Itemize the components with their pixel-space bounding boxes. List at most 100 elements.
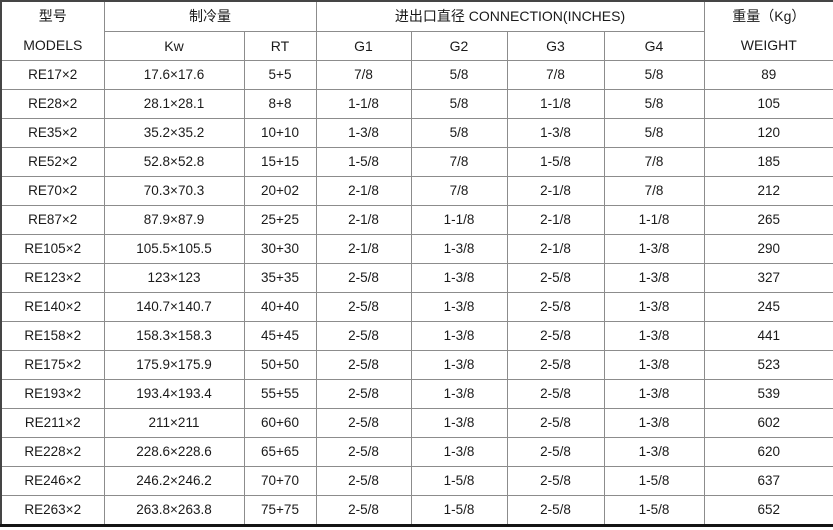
header-connection: 进出口直径 CONNECTION(INCHES) xyxy=(315,0,705,32)
cell-weight: 212 xyxy=(703,176,833,206)
cell-g3: 2-5/8 xyxy=(506,379,605,409)
cell-rt: 65+65 xyxy=(243,437,317,467)
header-weight-cn: 重量（Kg） xyxy=(732,8,806,24)
cell-g1: 2-5/8 xyxy=(315,437,412,467)
cell-g2: 1-5/8 xyxy=(410,495,508,526)
cell-model: RE211×2 xyxy=(0,408,105,438)
cell-model: RE70×2 xyxy=(0,176,105,206)
cell-rt: 8+8 xyxy=(243,89,317,119)
header-g2: G2 xyxy=(410,30,508,61)
cell-g4: 5/8 xyxy=(603,60,705,90)
cell-rt: 50+50 xyxy=(243,350,317,380)
cell-g3: 1-3/8 xyxy=(506,118,605,148)
table-row: RE175×2 175.9×175.9 50+50 2-5/8 1-3/8 2-5/8 1-… xyxy=(0,350,833,380)
cell-model: RE35×2 xyxy=(0,118,105,148)
cell-g1: 1-3/8 xyxy=(315,118,412,148)
cell-weight: 290 xyxy=(703,234,833,264)
cell-kw: 28.1×28.1 xyxy=(103,89,245,119)
cell-g1: 2-5/8 xyxy=(315,466,412,496)
cell-g2: 7/8 xyxy=(410,147,508,177)
cell-rt: 10+10 xyxy=(243,118,317,148)
cell-kw: 246.2×246.2 xyxy=(103,466,245,496)
cell-g4: 7/8 xyxy=(603,176,705,206)
cell-g3: 2-1/8 xyxy=(506,234,605,264)
cell-g2: 1-3/8 xyxy=(410,437,508,467)
cell-g4: 5/8 xyxy=(603,89,705,119)
table-row: RE52×2 52.8×52.8 15+15 1-5/8 7/8 1-5/8 7/8 185 xyxy=(0,147,833,177)
cell-g1: 2-1/8 xyxy=(315,234,412,264)
table-row: RE70×2 70.3×70.3 20+02 2-1/8 7/8 2-1/8 7/8 212 xyxy=(0,176,833,206)
cell-rt: 25+25 xyxy=(243,205,317,235)
cell-kw: 105.5×105.5 xyxy=(103,234,245,264)
cell-weight: 89 xyxy=(703,60,833,90)
header-models-cn: 型号 xyxy=(38,8,67,24)
cell-kw: 228.6×228.6 xyxy=(103,437,245,467)
cell-model: RE246×2 xyxy=(0,466,105,496)
cell-weight: 185 xyxy=(703,147,833,177)
header-row-top: 型号 MODELS 制冷量 进出口直径 CONNECTION(INCHES) 重… xyxy=(0,0,833,61)
cell-weight: 523 xyxy=(703,350,833,380)
cell-rt: 40+40 xyxy=(243,292,317,322)
cell-kw: 123×123 xyxy=(103,263,245,293)
cell-g1: 2-5/8 xyxy=(315,292,412,322)
cell-weight: 105 xyxy=(703,89,833,119)
cell-g3: 2-5/8 xyxy=(506,263,605,293)
cell-g1: 2-5/8 xyxy=(315,408,412,438)
cell-model: RE123×2 xyxy=(0,263,105,293)
cell-weight: 620 xyxy=(703,437,833,467)
cell-model: RE17×2 xyxy=(0,60,105,90)
cell-g1: 2-5/8 xyxy=(315,350,412,380)
cell-kw: 17.6×17.6 xyxy=(103,60,245,90)
cell-kw: 35.2×35.2 xyxy=(103,118,245,148)
cell-g1: 2-5/8 xyxy=(315,495,412,526)
cell-g4: 1-5/8 xyxy=(603,495,705,526)
cell-weight: 637 xyxy=(703,466,833,496)
cell-g4: 7/8 xyxy=(603,147,705,177)
cell-g3: 2-5/8 xyxy=(506,408,605,438)
header-cooling-capacity: 制冷量 xyxy=(103,0,317,32)
header-kw: Kw xyxy=(103,30,245,61)
header-g4: G4 xyxy=(603,30,705,61)
cell-model: RE28×2 xyxy=(0,89,105,119)
cell-g4: 1-3/8 xyxy=(603,408,705,438)
cell-g4: 1-1/8 xyxy=(603,205,705,235)
cell-g2: 5/8 xyxy=(410,89,508,119)
cell-g3: 2-5/8 xyxy=(506,437,605,467)
cell-g3: 2-5/8 xyxy=(506,292,605,322)
header-weight: 重量（Kg） WEIGHT xyxy=(703,0,833,61)
header-models: 型号 MODELS xyxy=(0,0,105,61)
cell-g3: 2-5/8 xyxy=(506,321,605,351)
cell-g2: 1-3/8 xyxy=(410,379,508,409)
header-g3: G3 xyxy=(506,30,605,61)
cell-kw: 52.8×52.8 xyxy=(103,147,245,177)
cell-g3: 2-1/8 xyxy=(506,176,605,206)
cell-rt: 5+5 xyxy=(243,60,317,90)
cell-rt: 75+75 xyxy=(243,495,317,526)
cell-kw: 175.9×175.9 xyxy=(103,350,245,380)
cell-kw: 193.4×193.4 xyxy=(103,379,245,409)
table-row: RE87×2 87.9×87.9 25+25 2-1/8 1-1/8 2-1/8 1-1/8… xyxy=(0,205,833,235)
cell-kw: 140.7×140.7 xyxy=(103,292,245,322)
cell-model: RE140×2 xyxy=(0,292,105,322)
table-row: RE105×2 105.5×105.5 30+30 2-1/8 1-3/8 2-1/8 1-… xyxy=(0,234,833,264)
cell-model: RE228×2 xyxy=(0,437,105,467)
table-body: RE17×2 17.6×17.6 5+5 7/8 5/8 7/8 5/8 89 RE28×2 28… xyxy=(0,60,833,526)
header-g1: G1 xyxy=(315,30,412,61)
cell-g1: 2-5/8 xyxy=(315,379,412,409)
cell-weight: 265 xyxy=(703,205,833,235)
cell-g1: 2-1/8 xyxy=(315,205,412,235)
cell-g2: 1-3/8 xyxy=(410,321,508,351)
cell-kw: 70.3×70.3 xyxy=(103,176,245,206)
cell-weight: 602 xyxy=(703,408,833,438)
cell-g2: 1-5/8 xyxy=(410,466,508,496)
cell-model: RE263×2 xyxy=(0,495,105,526)
cell-g3: 2-5/8 xyxy=(506,495,605,526)
cell-g4: 5/8 xyxy=(603,118,705,148)
cell-weight: 327 xyxy=(703,263,833,293)
cell-g3: 2-5/8 xyxy=(506,466,605,496)
cell-model: RE175×2 xyxy=(0,350,105,380)
cell-rt: 35+35 xyxy=(243,263,317,293)
cell-weight: 652 xyxy=(703,495,833,526)
cell-weight: 120 xyxy=(703,118,833,148)
